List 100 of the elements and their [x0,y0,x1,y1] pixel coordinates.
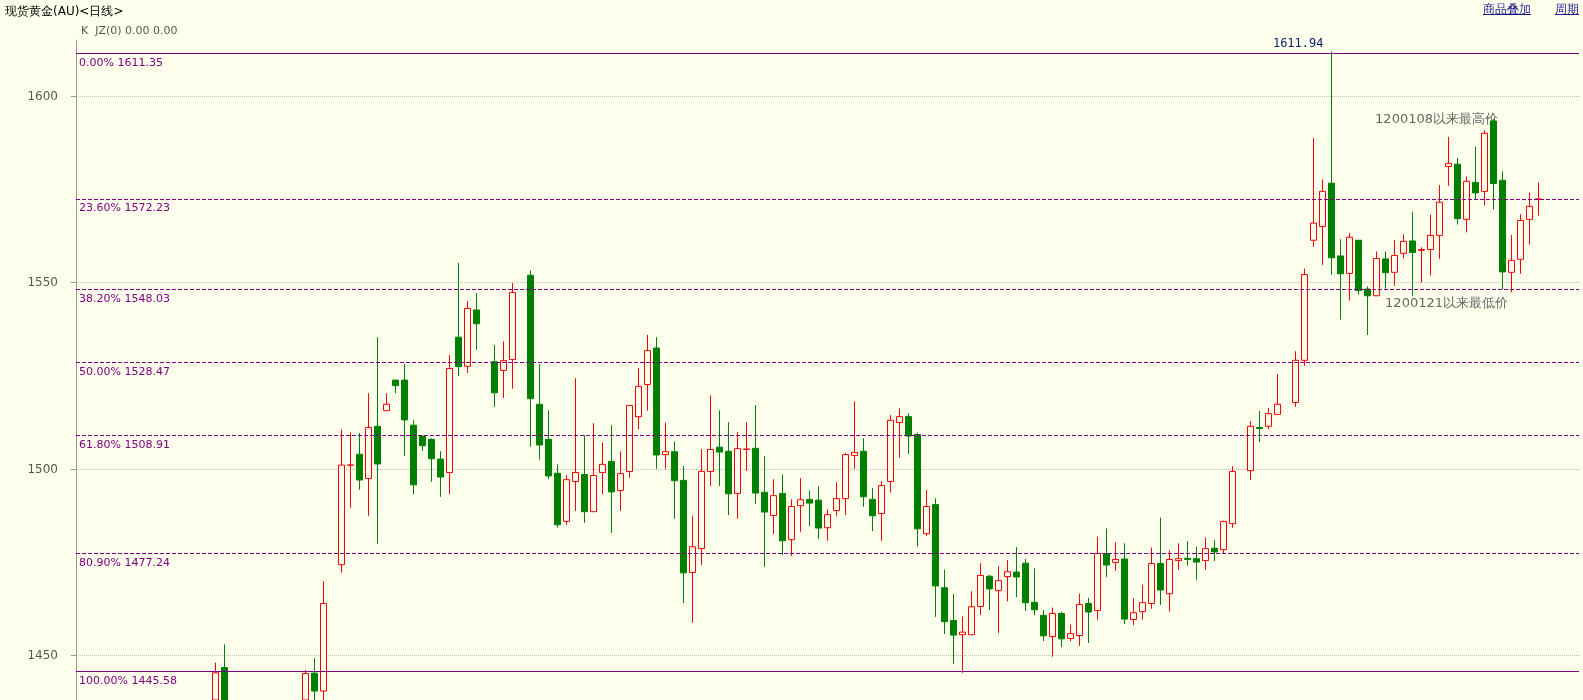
candlestick [1382,250,1389,290]
candlestick [545,409,552,480]
ref-line-label: 80.90% 1477.24 [79,555,170,569]
candlestick [455,262,462,377]
candlestick [689,515,696,624]
candlestick [797,477,804,533]
candlestick [1031,567,1038,616]
annotation: 1200121以来最低价 [1385,294,1508,310]
candlestick [950,593,957,665]
candlestick [383,392,390,412]
ref-line-label: 50.00% 1528.47 [79,364,170,378]
candlestick [761,455,768,568]
candlestick [869,487,876,532]
candlestick [1301,268,1308,367]
annotation: 1611.94 [1272,36,1324,51]
candlestick [1364,285,1371,336]
y-tick-label: 1550 [27,275,58,290]
candlestick [860,437,867,508]
candlestick [707,394,714,487]
candlestick [1247,420,1254,481]
candlestick [1328,50,1335,276]
candlestick [1184,540,1191,567]
candlestick [1445,136,1452,187]
candlestick [410,419,417,495]
candlestick [374,336,381,545]
candlestick [887,414,894,494]
candlestick [320,580,327,700]
candlestick [500,340,507,399]
candlestick [365,392,372,517]
candlestick [824,508,831,542]
candlestick [554,463,561,529]
candlestick [608,424,615,534]
candlestick [401,363,408,457]
candlestick [311,657,318,700]
candlestick [572,377,579,512]
candlestick [752,404,759,505]
candlestick [1130,597,1137,626]
candlestick [419,435,426,452]
candlestick [1166,549,1173,613]
candlestick [1526,192,1533,246]
candlestick [464,300,471,374]
candlestick [644,334,651,412]
candlestick [356,432,363,491]
candlestick [1355,239,1362,296]
chart-subtitle: K JZ(0) 0.00 0.00 [81,24,178,37]
candlestick [743,421,750,472]
candlestick [338,428,345,573]
candlestick [1013,546,1020,598]
y-tick-label: 1500 [27,461,58,476]
candlestick [1256,410,1263,443]
candlestick [1148,546,1155,610]
chart-title: 现货黄金(AU)<日线> [5,4,124,18]
candlestick [1337,238,1344,321]
candlestick [1076,593,1083,647]
candlestick [1481,129,1488,207]
candlestick [1319,178,1326,266]
candlestick [788,498,795,557]
candlestick [1058,611,1065,648]
candlestick [590,422,597,513]
candlestick [725,421,732,516]
candlestick [806,489,813,527]
candlestick [1472,146,1479,201]
candlestick [914,432,921,548]
candlestick [1229,465,1236,529]
candlestick [1409,211,1416,297]
candlestick [221,643,228,700]
candlestick [1094,536,1101,621]
candlestick [1067,624,1074,642]
candlestick [392,379,399,394]
y-tick-label: 1450 [27,648,58,663]
candlestick [1004,559,1011,602]
candlestick [986,574,993,611]
candlestick [527,269,534,448]
candlestick [626,404,633,479]
candlestick [905,412,912,455]
candlestick [1274,373,1281,415]
candlestick [599,441,606,495]
candlestick [536,363,543,461]
candlestick [698,448,705,566]
text: 周期 [1555,1,1579,18]
candlestick [1085,597,1092,644]
candlestick [1175,542,1182,571]
candlestick [770,478,777,535]
candlestick [1211,539,1218,562]
candlestick [1103,527,1110,578]
candlestick [473,292,480,351]
ref-line-label: 61.80% 1508.91 [79,437,170,451]
candlestick [1193,546,1200,581]
candlestick [1112,541,1119,572]
candlestick [1157,517,1164,606]
candlestick [995,565,1002,634]
candlestick [509,282,516,390]
candlestick [1220,520,1227,554]
candlestick [968,590,975,636]
candlestick [1265,407,1272,430]
candlestick [932,497,939,618]
candlestick [896,407,903,459]
candlestick [1499,170,1506,290]
candlestick [1049,607,1056,658]
candlestick [428,437,435,483]
